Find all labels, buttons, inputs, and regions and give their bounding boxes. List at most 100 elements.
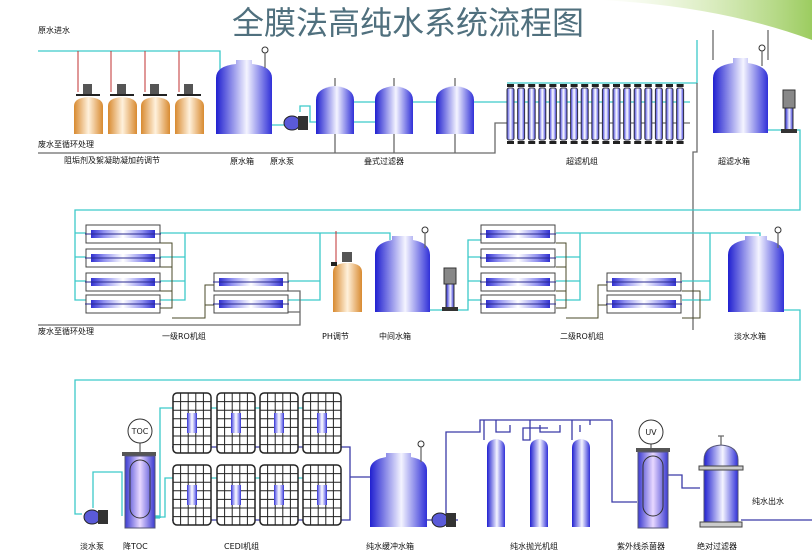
uf-membrane-module xyxy=(538,84,547,144)
raw-water-pump xyxy=(283,115,308,131)
intermediate-water-tank xyxy=(375,226,430,312)
ro-membrane-vessel xyxy=(85,294,161,314)
label-mid-tank: 中间水箱 xyxy=(379,331,411,341)
polishing-column xyxy=(530,439,548,527)
label-fresh-tank: 淡水水箱 xyxy=(734,331,766,341)
label-buffer-tank: 纯水缓冲水箱 xyxy=(366,541,414,551)
uf-membrane-module xyxy=(676,84,685,144)
disc-filter xyxy=(436,78,474,134)
dosing-tank xyxy=(175,84,204,134)
fresh-water-pump xyxy=(83,509,108,525)
label-raw-pump: 原水泵 xyxy=(270,156,294,166)
label-raw-tank: 原水箱 xyxy=(230,156,254,166)
pure-water-buffer-tank xyxy=(370,440,427,527)
uf-membrane-module xyxy=(570,84,579,144)
ro-membrane-vessel xyxy=(85,224,161,244)
agitator-motor-icon xyxy=(117,84,126,94)
label-cedi: CEDI机组 xyxy=(224,541,259,551)
label-fresh-pump: 淡水泵 xyxy=(80,541,104,551)
ro-membrane-vessel xyxy=(213,294,289,314)
absolute-filter xyxy=(698,435,744,528)
ro-membrane-vessel xyxy=(85,248,161,268)
disc-filter xyxy=(316,78,354,134)
ro-membrane-vessel xyxy=(606,294,682,314)
label-ph: PH调节 xyxy=(322,332,349,341)
ultrafiltration-modules xyxy=(506,84,685,144)
cedi-stack xyxy=(259,464,299,526)
cedi-stacks xyxy=(172,392,342,526)
agitator-motor-icon xyxy=(150,84,159,94)
cedi-stack xyxy=(302,392,342,454)
uv-sterilizer: UV xyxy=(636,419,670,529)
dosing-tank xyxy=(74,84,103,134)
uv-badge: UV xyxy=(645,428,657,437)
polishing-column xyxy=(487,439,505,527)
fresh-water-tank xyxy=(728,226,784,312)
label-dosing: 阻垢剂及絮凝助凝加药调节 xyxy=(64,155,160,165)
cedi-stack xyxy=(302,464,342,526)
dosing-tank xyxy=(141,84,170,134)
ro-membrane-vessel xyxy=(606,272,682,292)
ro-membrane-vessel xyxy=(213,272,289,292)
cedi-stack xyxy=(172,464,212,526)
cedi-stack xyxy=(216,392,256,454)
decorative-swoosh xyxy=(600,0,812,40)
uf-membrane-module xyxy=(601,84,610,144)
label-abs-filter: 绝对过滤器 xyxy=(697,541,737,551)
toc-badge: TOC xyxy=(131,427,149,436)
ro-membrane-vessel xyxy=(480,224,556,244)
label-raw-water-in: 原水进水 xyxy=(38,25,70,35)
uf-membrane-module xyxy=(644,84,653,144)
label-uf-tank: 超滤水箱 xyxy=(718,156,750,166)
uf-membrane-module xyxy=(517,84,526,144)
uf-membrane-module xyxy=(612,84,621,144)
agitator-motor-icon xyxy=(83,84,92,94)
label-uv: 紫外线杀菌器 xyxy=(617,541,665,551)
label-waste-to-recycle-2: 废水至循环处理 xyxy=(38,326,94,336)
uf-membrane-module xyxy=(665,84,674,144)
uf-membrane-module xyxy=(548,84,557,144)
label-pure-out: 纯水出水 xyxy=(752,496,784,506)
disc-filter xyxy=(375,78,413,134)
label-toc: 降TOC xyxy=(123,541,148,551)
raw-water-tank xyxy=(216,46,272,134)
label-ro2: 二级RO机组 xyxy=(560,331,604,341)
label-filter: 叠式过滤器 xyxy=(364,156,404,166)
uf-membrane-module xyxy=(527,84,536,144)
uf-membrane-module xyxy=(580,84,589,144)
label-uf-unit: 超滤机组 xyxy=(566,156,598,166)
ro-membrane-vessel xyxy=(480,294,556,314)
polishing-column xyxy=(572,439,590,527)
ph-dosing-tank xyxy=(331,252,362,312)
label-ro1: 一级RO机组 xyxy=(162,331,206,341)
toc-reduction-unit: TOC xyxy=(122,418,156,529)
uf-membrane-module xyxy=(633,84,642,144)
cedi-stack xyxy=(172,392,212,454)
ro-membrane-vessel xyxy=(85,272,161,292)
ro-membrane-vessel xyxy=(480,248,556,268)
dosing-tank xyxy=(108,84,137,134)
intermediate-pump xyxy=(442,267,458,311)
uf-membrane-module xyxy=(506,84,515,144)
ro-modules xyxy=(85,224,682,314)
uf-water-tank xyxy=(713,44,768,133)
agitator-motor-icon xyxy=(184,84,193,94)
cedi-stack xyxy=(216,464,256,526)
uf-membrane-module xyxy=(654,84,663,144)
uf-membrane-module xyxy=(623,84,632,144)
uf-booster-pump xyxy=(781,89,797,133)
pure-water-pump xyxy=(431,512,456,528)
label-polish: 纯水抛光机组 xyxy=(510,541,558,551)
polishing-columns xyxy=(487,439,590,527)
disc-filters xyxy=(316,78,474,134)
row2-pipes xyxy=(38,231,801,515)
uf-membrane-module xyxy=(559,84,568,144)
cedi-stack xyxy=(259,392,299,454)
uf-membrane-module xyxy=(591,84,600,144)
page-title: 全膜法高纯水系统流程图 xyxy=(232,4,584,42)
ro-membrane-vessel xyxy=(480,272,556,292)
label-waste-to-recycle-1: 废水至循环处理 xyxy=(38,139,94,149)
dosing-tanks xyxy=(74,84,204,134)
